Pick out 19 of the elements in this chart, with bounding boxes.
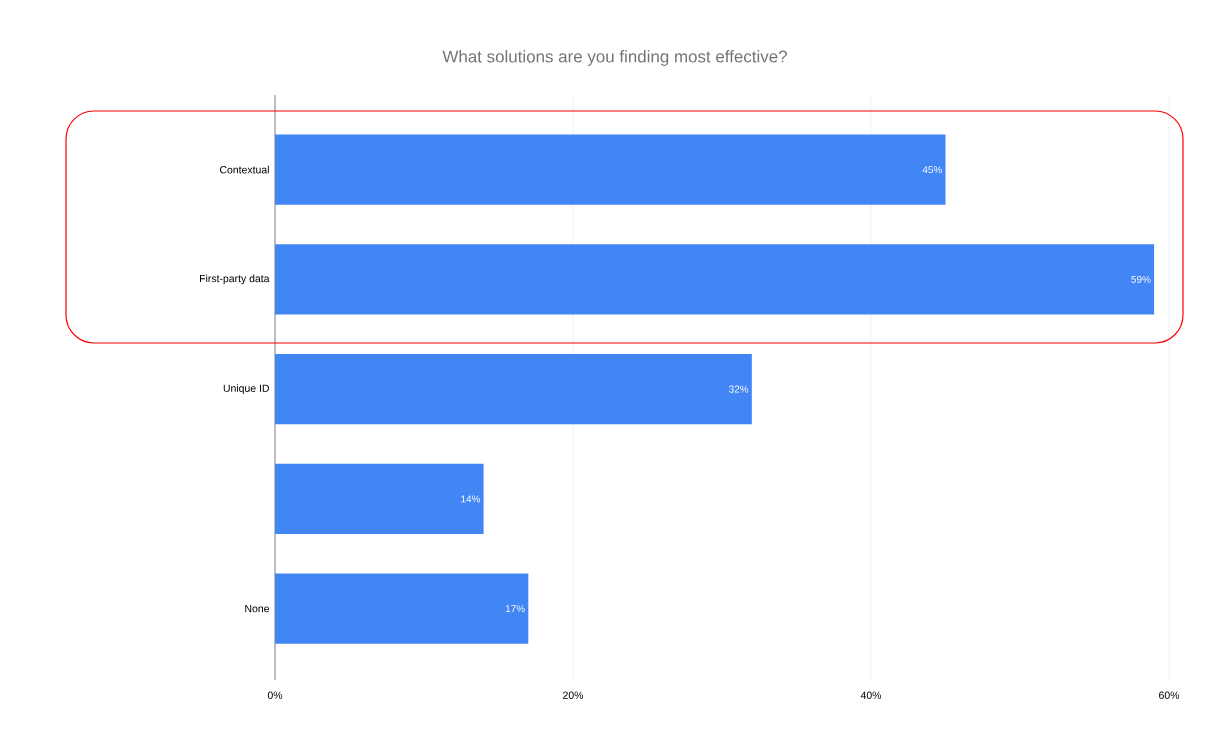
y-tick-label: First-party data xyxy=(200,274,270,285)
y-tick-label: None xyxy=(245,605,270,613)
data-label: 45% xyxy=(922,166,942,174)
chart-title: What solutions are you finding most effective? xyxy=(442,50,787,66)
data-label: 14% xyxy=(461,495,481,503)
x-tick-label: 20% xyxy=(563,691,584,699)
x-tick-label: 40% xyxy=(860,691,882,699)
bar xyxy=(275,244,1155,315)
y-tick-label: Contextual xyxy=(220,165,269,174)
bar xyxy=(275,573,529,644)
x-tick-label: 60% xyxy=(1159,691,1180,699)
data-label: 59% xyxy=(1131,275,1151,283)
data-label: 32% xyxy=(729,385,749,393)
x-tick-label: 0% xyxy=(267,691,283,699)
y-tick-label: Unique ID xyxy=(223,384,269,395)
data-label: 17% xyxy=(505,605,525,613)
bar xyxy=(275,354,752,425)
bar xyxy=(275,134,946,205)
bar xyxy=(275,463,484,535)
